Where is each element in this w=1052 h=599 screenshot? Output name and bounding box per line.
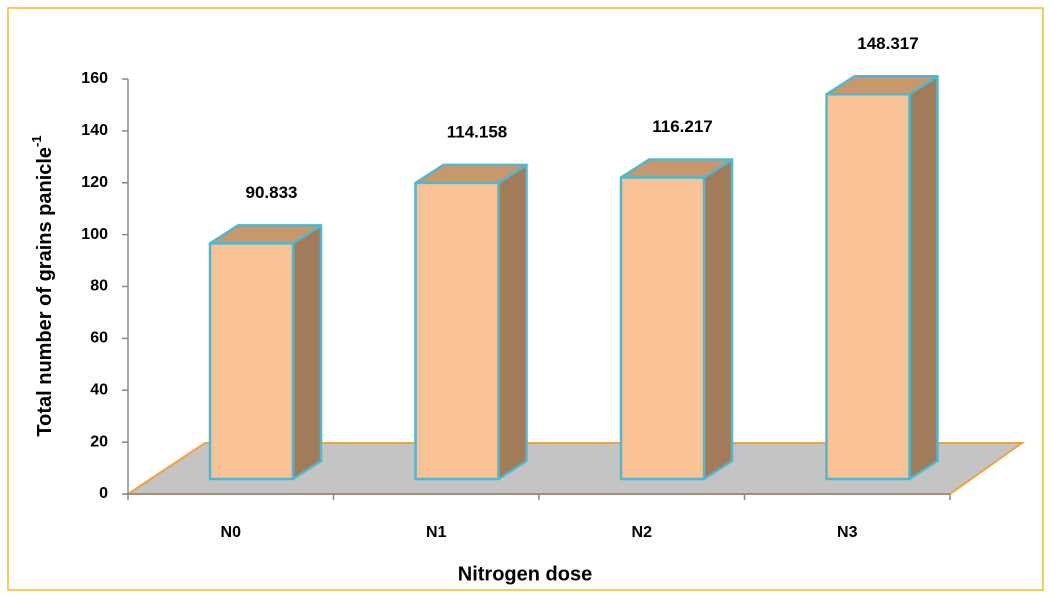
y-tick-label: 140 [81, 122, 108, 139]
value-label: 114.158 [447, 122, 508, 141]
y-tick-label: 60 [90, 330, 108, 347]
y-tick-label: 120 [81, 174, 108, 191]
bar [825, 93, 911, 481]
y-tick-label: 20 [90, 433, 108, 450]
y-axis-label-text: Total number of grains panicle [34, 147, 56, 437]
bar [208, 242, 295, 481]
x-axis-label: Nitrogen dose [458, 563, 592, 585]
y-axis-label-superscript: -1 [29, 135, 44, 147]
x-tick-label: N2 [632, 524, 653, 541]
value-label: 116.217 [652, 117, 713, 136]
y-tick-label: 160 [81, 70, 108, 87]
value-label: 90.833 [246, 183, 298, 202]
y-tick-label: 100 [81, 226, 108, 243]
bar [619, 176, 706, 481]
bar-side [497, 163, 528, 481]
frame [7, 7, 1044, 591]
bar-side [908, 75, 939, 481]
y-tick-label: 80 [90, 278, 108, 295]
x-tick-label: N1 [426, 524, 447, 541]
bar-side [702, 158, 734, 481]
y-tick-label: 40 [90, 381, 108, 398]
y-tick-label: 0 [99, 485, 108, 502]
y-axis-label: Total number of grains panicle-1 [29, 135, 56, 436]
bar [414, 181, 500, 481]
x-tick-label: N0 [221, 524, 242, 541]
x-tick-label: N3 [837, 524, 858, 541]
bar-side [291, 224, 323, 481]
value-label: 148.317 [857, 34, 918, 53]
